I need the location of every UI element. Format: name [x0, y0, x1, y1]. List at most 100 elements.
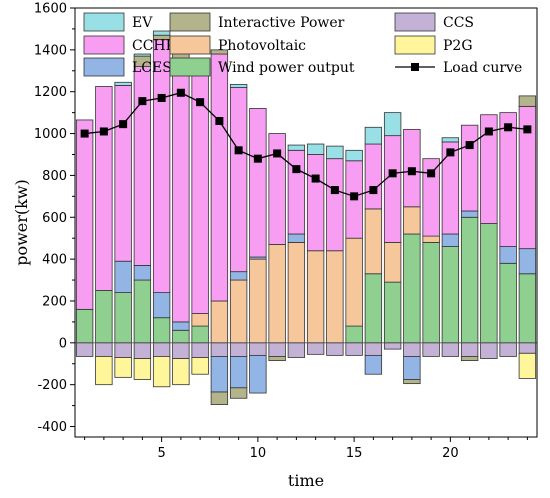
bar-lces-t12 — [287, 233, 306, 243]
bar-ev-t3 — [114, 81, 132, 86]
load-curve-point-t15 — [350, 192, 359, 201]
bar-photovoltaic-t7 — [191, 313, 209, 327]
bar-ev-t17 — [383, 112, 402, 137]
bar-wind-power-output-t2 — [95, 290, 113, 344]
bar-wind-power-output-t18 — [403, 233, 421, 344]
bar-neg-lces-t8 — [210, 356, 229, 393]
y-tick-label: 1400 — [34, 43, 67, 58]
bar-wind-power-output-t7 — [191, 325, 209, 344]
bar-neg-ccs-t14 — [326, 342, 344, 356]
bar-cchp-t6 — [172, 64, 190, 323]
load-curve-point-t19 — [427, 169, 436, 178]
legend-swatch-p2g — [394, 35, 436, 55]
bar-ev-t5 — [152, 30, 171, 36]
load-curve-point-t3 — [119, 120, 128, 129]
bar-lces-t5 — [152, 292, 171, 319]
load-curve-point-t9 — [234, 146, 243, 155]
bar-ev-t13 — [306, 143, 325, 155]
bar-wind-power-output-t5 — [152, 317, 171, 344]
bar-ev-t9 — [229, 83, 248, 88]
plot-frame — [74, 7, 538, 438]
bar-wind-power-output-t20 — [441, 246, 460, 344]
y-axis-title: power(kw) — [12, 179, 31, 266]
bar-neg-lces-t10 — [249, 354, 267, 394]
bar-photovoltaic-t18 — [403, 206, 421, 235]
load-curve-point-t10 — [253, 154, 262, 163]
load-curve-point-t23 — [504, 123, 513, 132]
load-curve-layer — [80, 88, 532, 201]
bar-photovoltaic-t16 — [364, 208, 383, 275]
bar-neg-ccs-t2 — [95, 342, 113, 357]
bar-lces-t6 — [172, 321, 190, 331]
bar-cchp-t4 — [133, 66, 152, 266]
bar-neg-ccs-t13 — [306, 342, 325, 355]
bar-neg-ccs-t10 — [249, 342, 267, 356]
legend-swatch-ccs — [394, 12, 436, 32]
bar-neg-ccs-t22 — [480, 342, 498, 359]
bar-neg-lces-t16 — [364, 354, 383, 375]
load-curve-point-t16 — [369, 186, 378, 195]
bar-neg-ccs-t15 — [345, 342, 363, 356]
bar-cchp-t5 — [152, 38, 171, 294]
bar-cchp-t17 — [383, 135, 402, 243]
y-tick-label: -400 — [37, 420, 67, 435]
bar-photovoltaic-t9 — [229, 279, 248, 344]
bar-neg-interactive-power-t18 — [403, 379, 421, 385]
bars-layer — [75, 30, 537, 405]
bar-wind-power-output-t23 — [499, 262, 517, 344]
legend-label-load-curve: Load curve — [443, 60, 522, 76]
bar-neg-ccs-t24 — [518, 342, 537, 354]
bar-photovoltaic-t15 — [345, 237, 363, 327]
y-tick-label: -200 — [37, 378, 67, 393]
bar-neg-ccs-t17 — [383, 342, 402, 350]
bar-neg-p2g-t2 — [95, 356, 113, 386]
bar-neg-lces-t9 — [229, 356, 248, 389]
bar-neg-ccs-t3 — [114, 342, 132, 358]
bar-photovoltaic-t11 — [268, 244, 286, 344]
bar-cchp-t16 — [364, 143, 383, 210]
bar-lces-t21 — [460, 210, 479, 218]
legend-label-ccs: CCS — [443, 15, 474, 31]
y-tick-label: 800 — [42, 169, 67, 184]
legend: EV Interactive Power CCS CCHP Photovoltaic P2… — [83, 12, 522, 77]
bar-neg-ccs-t7 — [191, 342, 209, 358]
bar-photovoltaic-t10 — [249, 258, 267, 344]
bar-photovoltaic-t14 — [326, 250, 344, 344]
legend-label-lces: LCES — [132, 60, 172, 76]
bar-interactive-power-t8 — [210, 49, 229, 55]
legend-label-interactive-power: Interactive Power — [218, 15, 345, 31]
bar-wind-power-output-t6 — [172, 329, 190, 344]
bar-cchp-t23 — [499, 112, 517, 247]
y-tick-label: 0 — [59, 336, 67, 351]
bar-neg-ccs-t9 — [229, 342, 248, 357]
load-curve-point-t1 — [80, 129, 89, 138]
legend-swatch-photovoltaic — [169, 35, 211, 55]
bar-neg-lces-t18 — [403, 356, 421, 380]
y-tick-label: 600 — [42, 211, 67, 226]
bar-neg-ccs-t8 — [210, 342, 229, 357]
bar-cchp-t1 — [75, 119, 94, 310]
bar-cchp-t22 — [480, 114, 498, 224]
bar-cchp-t10 — [249, 108, 267, 258]
bar-ev-t16 — [364, 126, 383, 145]
bar-wind-power-output-t19 — [422, 241, 440, 344]
bar-neg-interactive-power-t21 — [460, 356, 479, 362]
load-curve-point-t24 — [523, 125, 532, 134]
load-curve-point-t11 — [273, 149, 282, 158]
bar-wind-power-output-t16 — [364, 273, 383, 344]
legend-label-cchp: CCHP — [132, 38, 175, 54]
load-curve-point-t12 — [292, 165, 301, 174]
bar-neg-interactive-power-t9 — [229, 387, 248, 399]
bar-wind-power-output-t24 — [518, 273, 537, 344]
bar-lces-t4 — [133, 264, 152, 281]
bar-lces-t3 — [114, 260, 132, 294]
bar-photovoltaic-t17 — [383, 241, 402, 283]
bar-neg-ccs-t1 — [75, 342, 94, 357]
legend-swatch-wind-power-output — [169, 57, 211, 77]
x-tick-label: 20 — [442, 446, 459, 461]
bar-cchp-t13 — [306, 154, 325, 252]
bar-neg-ccs-t5 — [152, 342, 171, 357]
bar-neg-ccs-t11 — [268, 342, 286, 357]
bar-ev-t4 — [133, 53, 152, 57]
